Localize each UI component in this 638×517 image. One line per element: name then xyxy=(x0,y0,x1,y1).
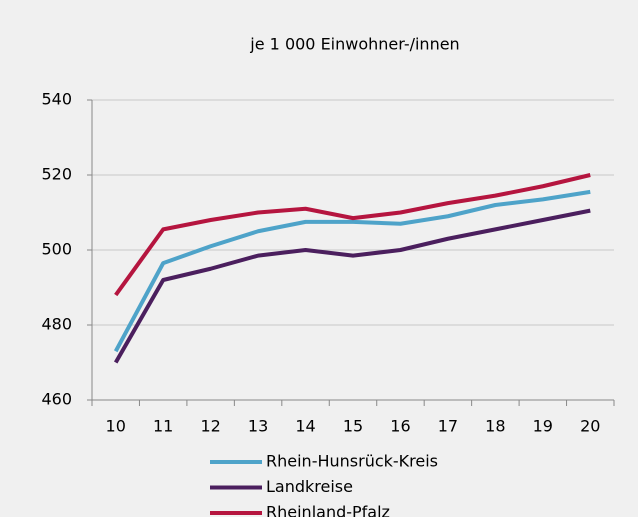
x-tick-label: 12 xyxy=(200,417,220,436)
y-tick-label: 520 xyxy=(41,165,72,184)
x-tick-label: 17 xyxy=(438,417,458,436)
y-tick-label: 480 xyxy=(41,315,72,334)
series-line xyxy=(113,208,591,364)
series-line xyxy=(114,173,591,297)
x-tick-label: 10 xyxy=(106,417,126,436)
x-tick-label: 18 xyxy=(485,417,505,436)
series-line xyxy=(113,189,591,353)
x-tick-label: 15 xyxy=(343,417,363,436)
x-tick-label: 14 xyxy=(295,417,315,436)
legend-label: Landkreise xyxy=(266,477,353,496)
legend-label: Rheinland-Pfalz xyxy=(266,503,390,517)
y-tick-label: 500 xyxy=(41,240,72,259)
x-tick-label: 13 xyxy=(248,417,268,436)
legend-label: Rhein-Hunsrück-Kreis xyxy=(266,452,438,471)
x-tick-label: 16 xyxy=(390,417,410,436)
x-tick-label: 11 xyxy=(153,417,173,436)
y-tick-label: 460 xyxy=(41,390,72,409)
x-tick-label: 20 xyxy=(580,417,600,436)
chart-title: je 1 000 Einwohner-/innen xyxy=(249,35,459,54)
x-tick-label: 19 xyxy=(533,417,553,436)
y-tick-label: 540 xyxy=(41,90,72,109)
